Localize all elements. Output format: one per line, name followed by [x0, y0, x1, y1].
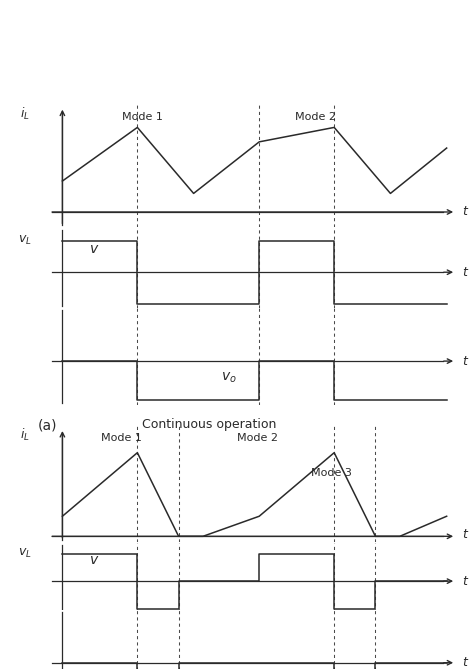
Text: (a): (a): [38, 418, 57, 432]
Text: $v$: $v$: [89, 553, 99, 567]
Text: $v$: $v$: [89, 242, 99, 256]
Text: Mode 1: Mode 1: [101, 433, 142, 443]
Text: Mode 3: Mode 3: [311, 468, 352, 478]
Text: $i_L$: $i_L$: [20, 427, 30, 444]
Text: Mode 2: Mode 2: [295, 112, 336, 122]
Text: $t$: $t$: [462, 355, 469, 367]
Text: $t$: $t$: [462, 266, 469, 279]
Text: $t$: $t$: [462, 575, 469, 587]
Text: $t$: $t$: [462, 656, 469, 669]
Text: Continuous operation: Continuous operation: [142, 418, 276, 431]
Text: Mode 1: Mode 1: [122, 112, 163, 122]
Text: $v_o$: $v_o$: [220, 371, 237, 385]
Text: $t$: $t$: [462, 205, 469, 218]
Text: Mode 2: Mode 2: [237, 433, 278, 443]
Text: $i_L$: $i_L$: [20, 106, 30, 122]
Text: $v_L$: $v_L$: [18, 234, 32, 247]
Text: $t$: $t$: [462, 529, 469, 541]
Text: $v_L$: $v_L$: [18, 547, 32, 560]
